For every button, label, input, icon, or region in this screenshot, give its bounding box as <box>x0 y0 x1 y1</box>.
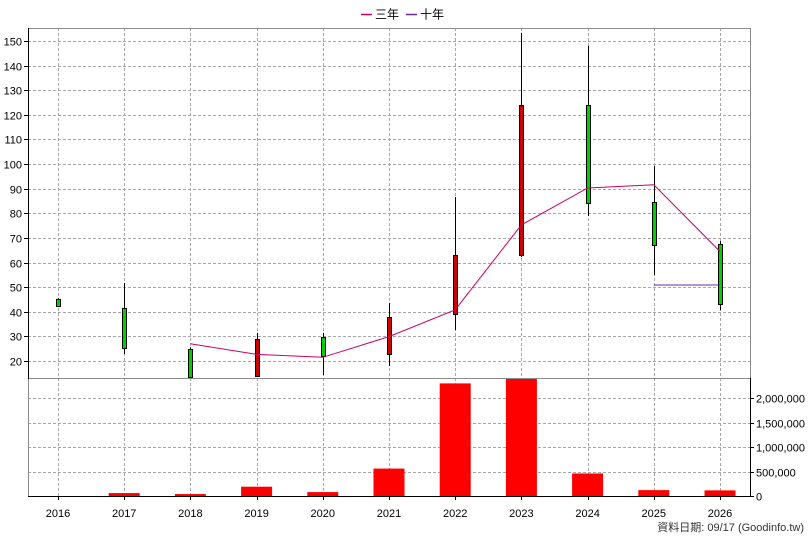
price-tick-label: 30 <box>10 332 22 344</box>
candlestick <box>321 332 326 376</box>
year-label: 2019 <box>244 508 268 520</box>
price-tick-label: 140 <box>4 62 22 74</box>
candle-body <box>188 349 193 378</box>
price-tick-label: 60 <box>10 259 22 271</box>
volume-tick-label: 0 <box>756 492 762 504</box>
price-tick-label: 90 <box>10 185 22 197</box>
volume-tick-label: 1,500,000 <box>756 419 805 431</box>
price-tick-label: 150 <box>4 37 22 49</box>
volume-bar <box>241 486 273 496</box>
candle-body <box>56 299 61 307</box>
candle-body <box>586 105 591 204</box>
year-label: 2020 <box>311 508 335 520</box>
candle-body <box>255 339 260 377</box>
candle-body <box>519 105 524 256</box>
year-label: 2017 <box>112 508 136 520</box>
price-tick-label: 110 <box>4 135 22 147</box>
candle-body <box>321 337 326 357</box>
price-tick-label: 70 <box>10 234 22 246</box>
candlestick <box>122 282 127 355</box>
candle-body <box>122 308 127 349</box>
volume-bar <box>704 490 736 496</box>
volume-bar <box>373 468 405 496</box>
price-tick-label: 50 <box>10 283 22 295</box>
legend-label-ten-year: 十年 <box>420 8 444 22</box>
candlestick <box>652 166 657 276</box>
data-date-footer: 資料日期: 09/17 (Goodinfo.tw) <box>657 520 804 534</box>
price-tick-label: 40 <box>10 308 22 320</box>
candlestick <box>718 241 723 311</box>
volume-bars <box>108 378 736 496</box>
candlestick <box>453 197 458 331</box>
year-label: 2024 <box>575 508 599 520</box>
volume-tick-label: 1,000,000 <box>756 443 805 455</box>
volume-bar <box>505 378 537 496</box>
volume-bar <box>108 493 140 496</box>
year-label: 2018 <box>178 508 202 520</box>
year-label: 2016 <box>46 508 70 520</box>
volume-tick-label: 2,000,000 <box>756 394 805 406</box>
price-tick-label: 130 <box>4 86 22 98</box>
moving-average-line-0 <box>190 184 721 358</box>
volume-bar <box>174 494 206 496</box>
candlestick <box>255 332 260 378</box>
price-tick-label: 120 <box>4 111 22 123</box>
volume-bar <box>638 490 670 496</box>
axes: 150 140 130 120 110 100 90 80 70 60 50 40 30 20 2,000,… <box>4 28 805 520</box>
candle-body <box>718 244 723 305</box>
legend: 三年 十年 <box>361 8 444 22</box>
candlestick <box>188 347 193 378</box>
year-label: 2023 <box>509 508 533 520</box>
year-label: 2021 <box>377 508 401 520</box>
year-label: 2026 <box>708 508 732 520</box>
price-tick-label: 80 <box>10 209 22 221</box>
volume-tick-label: 500,000 <box>756 468 796 480</box>
candlestick <box>519 32 524 257</box>
moving-average-lines <box>190 184 721 358</box>
volume-bar <box>439 383 471 496</box>
candle-body <box>652 202 657 246</box>
year-label: 2022 <box>443 508 467 520</box>
legend-label-three-year: 三年 <box>375 8 399 22</box>
volume-bar <box>572 473 604 496</box>
candlestick <box>56 298 61 307</box>
price-tick-label: 100 <box>4 160 22 172</box>
candle-body <box>453 255 458 315</box>
candlesticks <box>56 32 723 378</box>
volume-bar <box>307 492 339 496</box>
year-label: 2025 <box>642 508 666 520</box>
price-tick-label: 20 <box>10 357 22 369</box>
